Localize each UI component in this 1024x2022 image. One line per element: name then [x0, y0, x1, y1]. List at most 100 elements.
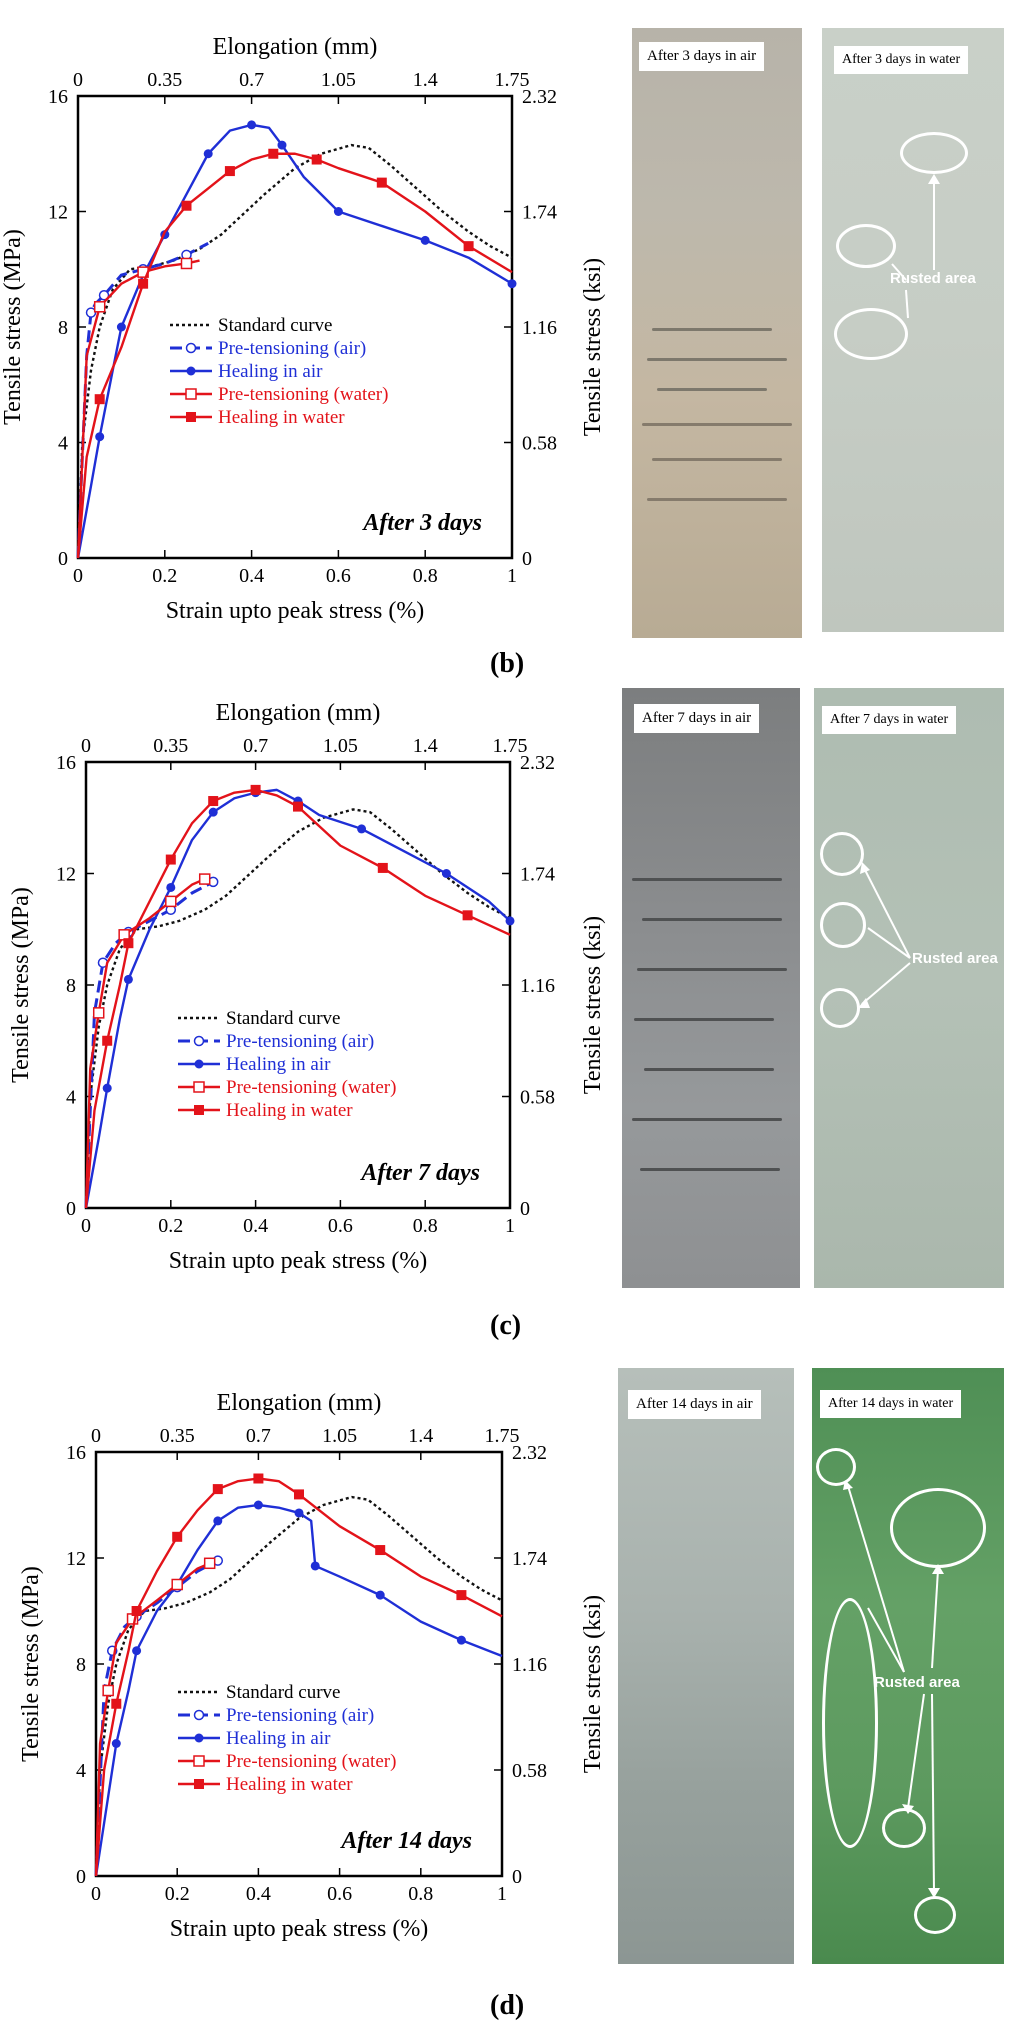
- photo-7-days-air: After 7 days in air: [622, 688, 800, 1288]
- x-top-tick-label: 0.35: [153, 735, 188, 757]
- chart-annotation: After 7 days: [359, 1160, 480, 1186]
- y-tick-label: 0: [66, 1198, 76, 1220]
- crack-mark: [647, 498, 787, 501]
- x-tick-label: 1: [505, 1215, 515, 1237]
- y-right-tick-label: 0: [522, 548, 532, 570]
- photo-14-days-water: After 14 days in water Rusted area: [812, 1368, 1004, 1964]
- series-line: [94, 1559, 219, 1877]
- data-point: [208, 796, 219, 807]
- photo-3-days-air: After 3 days in air: [632, 28, 802, 638]
- x-tick-label: 0.8: [413, 1215, 438, 1237]
- data-point: [123, 938, 134, 949]
- rust-circle: [820, 832, 864, 876]
- x-tick-label: 0.4: [243, 1215, 268, 1237]
- rusted-area-label: Rusted area: [890, 270, 976, 287]
- x-top-tick-label: 0.7: [239, 69, 264, 91]
- legend-marker: [186, 366, 196, 376]
- x-top-tick-label: 1.75: [493, 735, 528, 757]
- legend-label: Pre-tensioning (air): [226, 1031, 374, 1052]
- data-point: [310, 1561, 320, 1571]
- data-point: [166, 882, 176, 892]
- crack-mark: [642, 918, 782, 921]
- series-line: [84, 880, 214, 1209]
- data-point: [456, 1635, 466, 1645]
- crack-mark: [652, 458, 782, 461]
- x-top-axis-title: Elongation (mm): [213, 34, 378, 60]
- x-top-tick-label: 1.05: [323, 735, 358, 757]
- data-point: [102, 1684, 114, 1697]
- crack-mark: [657, 388, 767, 391]
- y-right-tick-label: 0.58: [522, 433, 557, 455]
- legend-label: Healing in water: [226, 1100, 353, 1121]
- y-tick-label: 8: [58, 317, 68, 339]
- legend-label: Pre-tensioning (water): [226, 1751, 396, 1772]
- data-point: [250, 784, 261, 795]
- data-point: [377, 862, 388, 873]
- legend-marker: [194, 1105, 204, 1115]
- y-tick-label: 12: [48, 202, 68, 224]
- y-right-tick-label: 0: [520, 1198, 530, 1220]
- data-point: [111, 1698, 122, 1709]
- data-point: [333, 207, 343, 216]
- x-top-tick-label: 0.35: [147, 69, 182, 91]
- plot-frame: [84, 760, 512, 1210]
- x-axis-title: Strain upto peak stress (%): [170, 1916, 429, 1942]
- data-point: [172, 1531, 183, 1542]
- y-right-tick-label: 1.74: [522, 202, 557, 224]
- x-tick-label: 0: [81, 1215, 91, 1237]
- legend-marker: [193, 1709, 205, 1721]
- data-point: [198, 873, 211, 885]
- data-point: [277, 140, 287, 150]
- x-tick-label: 1: [507, 565, 517, 587]
- x-tick-label: 0.6: [327, 1883, 352, 1905]
- series-line: [94, 1495, 503, 1877]
- legend-label: Pre-tensioning (water): [226, 1077, 396, 1098]
- photo-caption: After 14 days in air: [628, 1390, 761, 1419]
- y-tick-label: 16: [66, 1442, 86, 1464]
- x-tick-label: 0: [73, 565, 83, 587]
- x-tick-label: 0.2: [158, 1215, 183, 1237]
- panel-letter-c: (c): [490, 1310, 522, 1341]
- x-axis-title: Strain upto peak stress (%): [169, 1248, 428, 1274]
- legend-marker: [194, 1779, 204, 1789]
- data-point: [123, 974, 133, 984]
- y-right-tick-label: 0: [512, 1866, 522, 1888]
- x-tick-label: 0.4: [239, 565, 264, 587]
- y-tick-label: 4: [76, 1760, 86, 1782]
- rusted-area-label: Rusted area: [912, 950, 998, 967]
- data-point: [208, 807, 218, 817]
- y-right-axis-title: Tensile stress (ksi): [580, 258, 606, 436]
- y-tick-label: 12: [66, 1548, 86, 1570]
- x-top-tick-label: 1.4: [413, 69, 438, 91]
- x-top-tick-label: 1.4: [413, 735, 438, 757]
- data-point: [294, 1508, 304, 1518]
- chart-panel-1: 0 0.2 0.4 0.6 0.8 10 0.35 0.7 1.05 1.4 1.750481216…: [8, 700, 606, 1274]
- data-point: [294, 1489, 304, 1500]
- legend-label: Standard curve: [226, 1682, 340, 1703]
- x-tick-label: 0.8: [408, 1883, 433, 1905]
- x-top-tick-label: 0.7: [246, 1425, 271, 1447]
- data-point: [293, 801, 303, 812]
- data-point: [116, 322, 126, 332]
- y-tick-label: 8: [66, 975, 76, 997]
- data-point: [462, 910, 473, 921]
- data-point: [85, 307, 97, 318]
- legend-label: Healing in air: [226, 1728, 331, 1749]
- rust-circle: [822, 1598, 878, 1848]
- crack-mark: [647, 358, 787, 361]
- y-right-tick-label: 1.16: [512, 1654, 547, 1676]
- data-point: [181, 200, 192, 211]
- x-top-tick-label: 0: [91, 1425, 101, 1447]
- legend-label: Pre-tensioning (air): [226, 1705, 374, 1726]
- legend-marker: [193, 1081, 205, 1093]
- y-right-axis-title: Tensile stress (ksi): [580, 916, 606, 1094]
- crack-mark: [632, 1118, 782, 1121]
- data-point: [93, 301, 106, 313]
- data-point: [441, 869, 451, 878]
- x-top-axis-title: Elongation (mm): [217, 1390, 382, 1416]
- x-axis-title: Strain upto peak stress (%): [166, 598, 425, 624]
- x-top-axis-title: Elongation (mm): [216, 700, 381, 726]
- rust-arrows: [858, 862, 911, 1008]
- crack-mark: [642, 423, 792, 426]
